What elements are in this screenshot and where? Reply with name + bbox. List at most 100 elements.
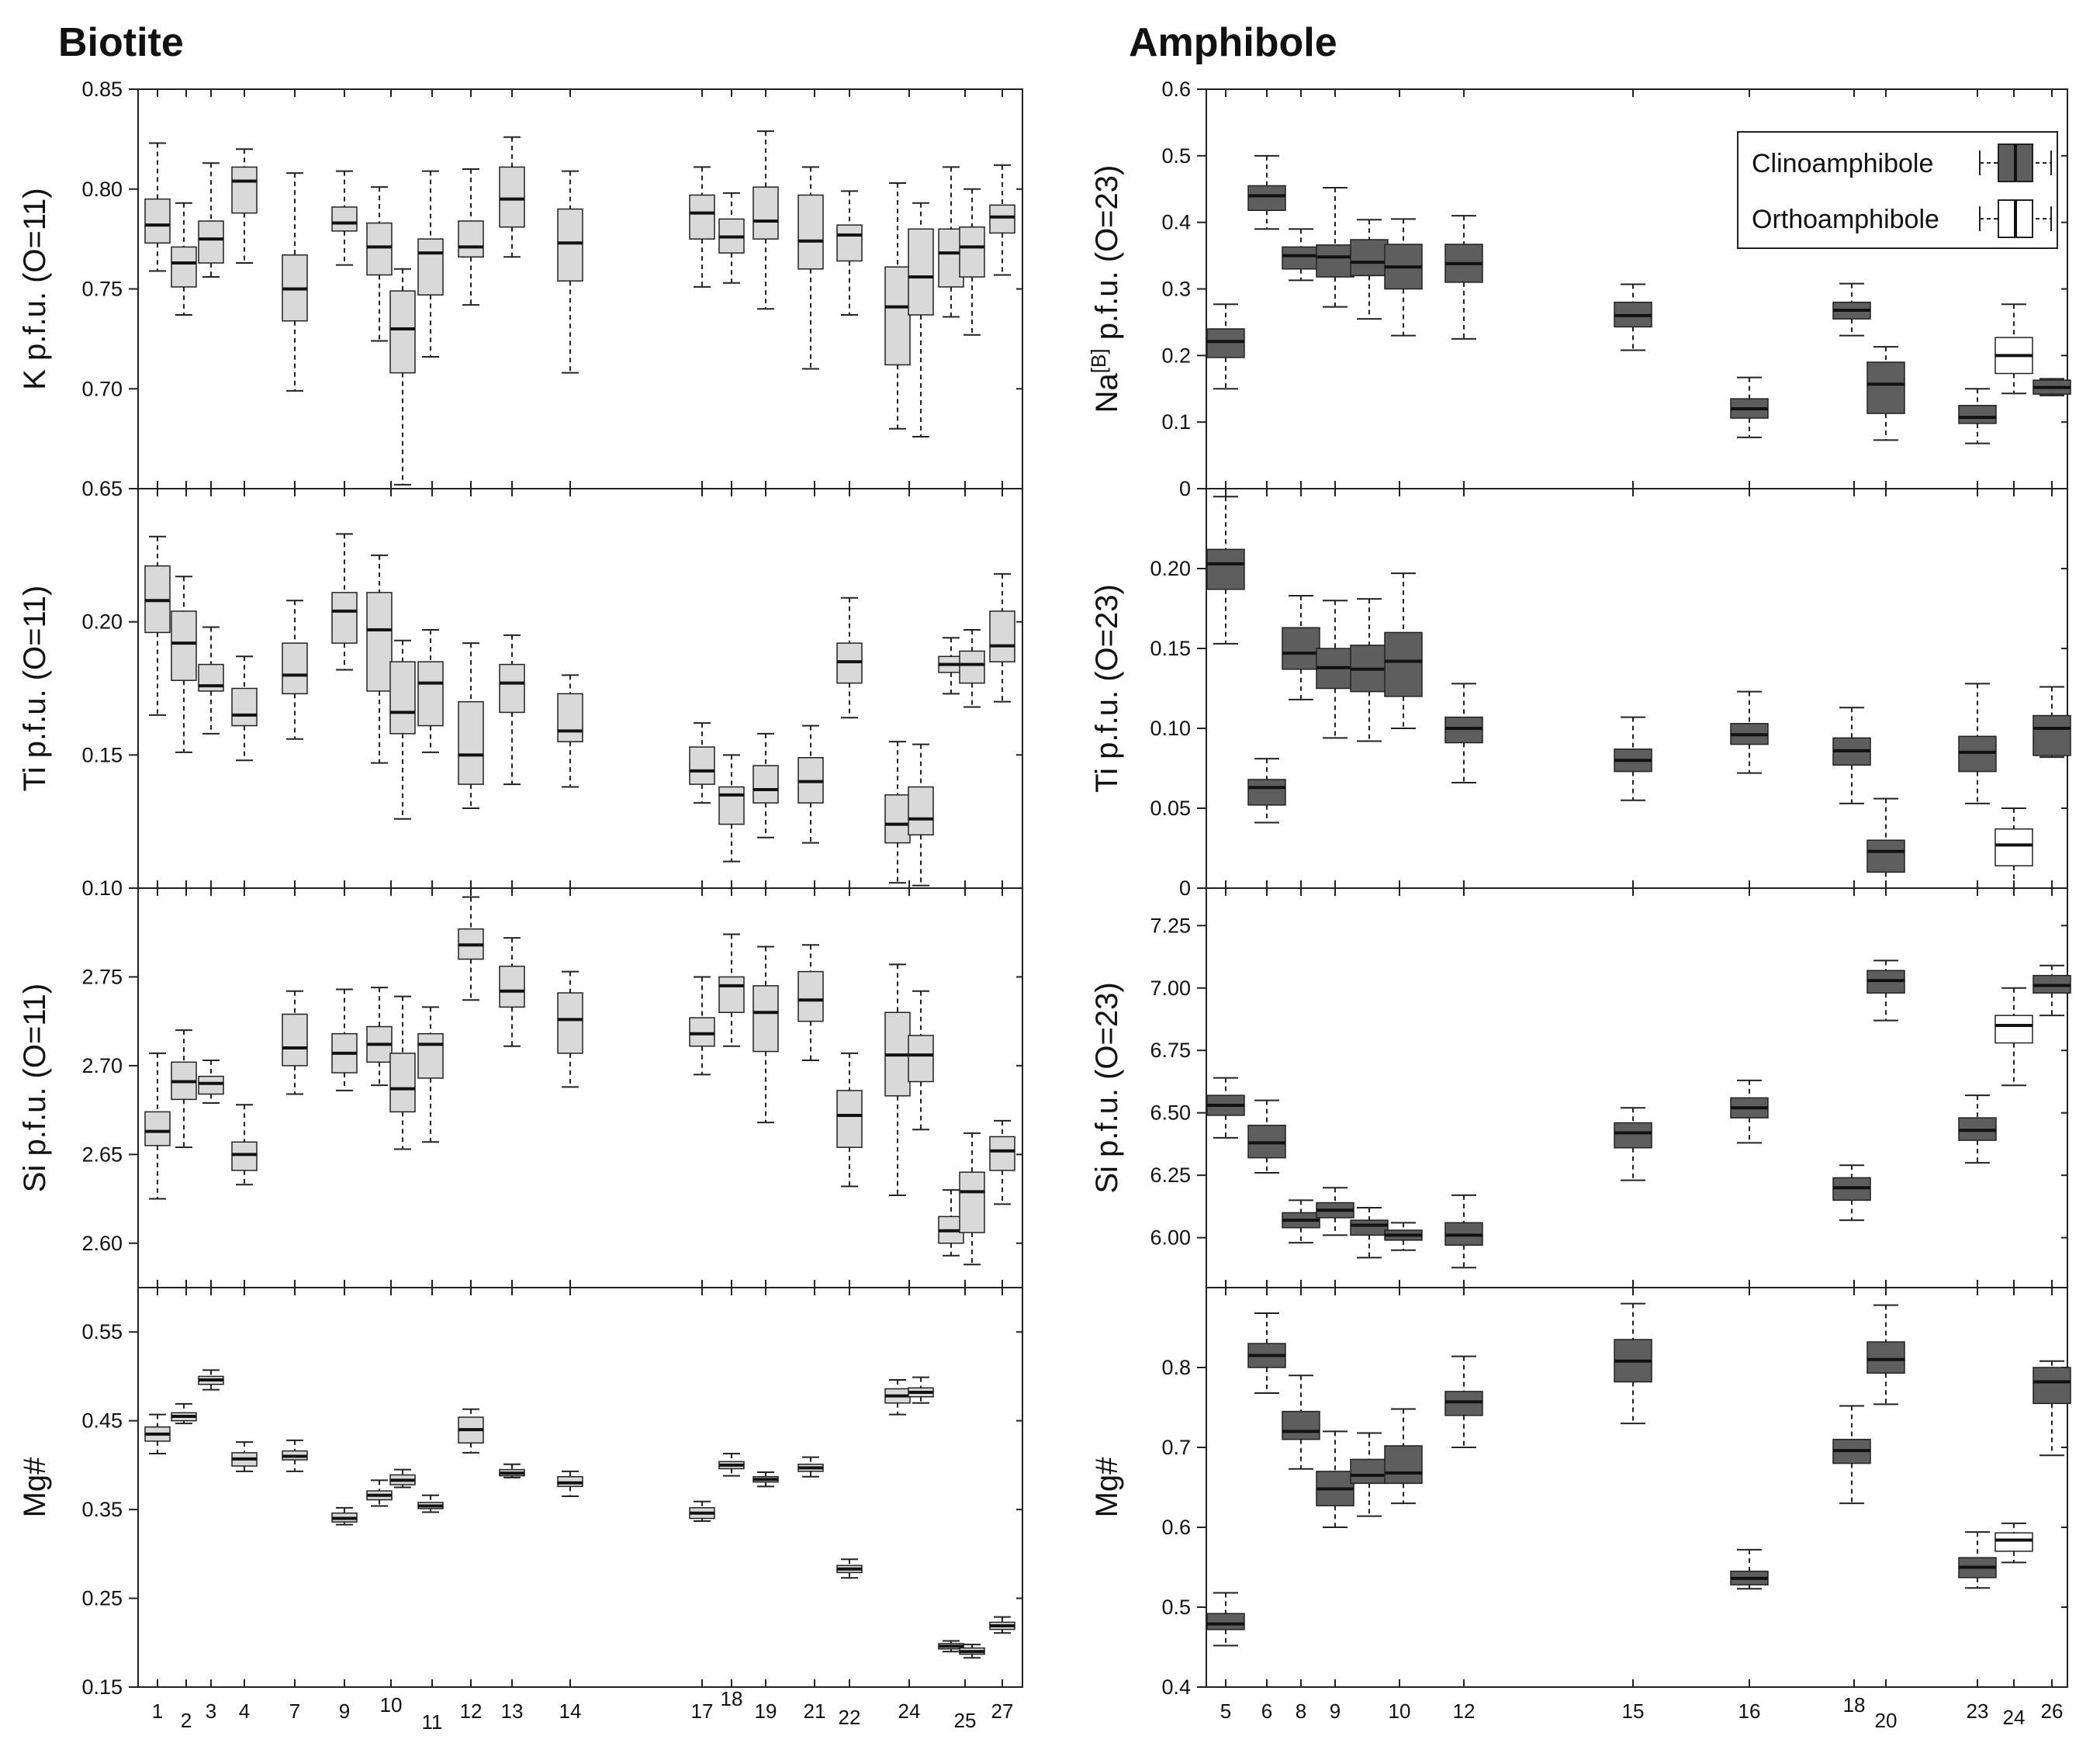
box-sample-12 [1444,683,1483,784]
box-sample-27 [989,1616,1015,1634]
biotite-panel-3: 2.60 2.65 2.70 2.75 Si p.f.u. (O=11) [18,887,1023,1288]
box-sample-20 [1866,1304,1905,1406]
box-sample-8 [1282,228,1320,282]
panel-frame [137,1287,1023,1688]
box-iqr [231,687,258,727]
box-iqr [908,1035,934,1083]
box-sample-9 [1316,1430,1354,1528]
box-iqr [198,220,224,264]
box-iqr [1994,1532,2033,1552]
box-iqr [1866,361,1905,414]
box-iqr [499,166,525,228]
box-sample-22 [836,1052,863,1188]
box-iqr [231,1141,258,1171]
box-sample-7 [282,1439,308,1472]
box-iqr [144,198,171,244]
box-sample-20 [1866,959,1905,1022]
amphibole-x-axis: 5 6 8 9 10 12 15 16 18 20 23 24 26 [1220,1693,2064,1732]
y-tick-label: 2.70 [81,1054,123,1077]
y-tick-label: 0.15 [1150,637,1191,660]
box-sample-20 [1866,346,1905,441]
box-sample-22 [836,1558,863,1579]
y-tick-label: 0.5 [1161,1596,1191,1619]
x-tick-label: 17 [691,1699,714,1723]
box-sample-24 [1994,303,2033,395]
y-axis-label: Si p.f.u. (O=23) [1090,982,1124,1193]
box-sample-26 [959,188,985,336]
x-tick-label: 26 [2041,1699,2064,1723]
box-iqr [836,1090,863,1148]
box-sample-15 [557,1470,583,1497]
biotite-panel-4: 0.15 0.25 0.35 0.45 0.55 Mg# [18,1287,1023,1699]
y-tick-label: 0.6 [1161,78,1191,101]
box-sample-23 [1958,388,1997,444]
x-tick-label: 9 [1330,1699,1341,1723]
box-sample-10 [1350,219,1389,320]
box-iqr [718,786,745,825]
y-tick-label: 0 [1179,477,1191,500]
y-tick-label: 2.75 [81,965,123,988]
y-tick-label: 6.75 [1150,1039,1191,1062]
y-tick-label: 2.65 [81,1143,123,1166]
box-sample-25 [938,637,964,695]
box-sample-12 [417,1006,444,1143]
y-tick-label: 0.7 [1161,1436,1191,1459]
box-iqr [366,592,393,692]
biotite-title: Biotite [58,20,184,65]
biotite-panel-1: 0.65 0.70 0.75 0.80 0.85 K p.f.u. (O=11) [18,78,1023,500]
box-sample-9 [331,170,358,266]
x-tick-label: 20 [1875,1709,1898,1732]
box-sample-24 [1994,807,2033,889]
y-tick-label: 0.55 [81,1320,123,1343]
box-sample-27 [989,1119,1015,1205]
box-sample-9 [331,1506,358,1526]
x-tick-label: 5 [1220,1699,1231,1723]
box-sample-7 [282,990,308,1095]
box-iqr [1206,328,1245,358]
box-sample-12 [1444,1355,1483,1448]
box-iqr [1350,239,1389,277]
box-sample-18 [718,1453,745,1477]
box-sample-13 [458,896,484,1001]
box-sample-17 [689,166,715,288]
box-iqr [1866,839,1905,873]
box-sample-1 [144,1413,171,1455]
box-iqr [458,700,484,785]
box-sample-18 [1832,1164,1871,1222]
box-sample-25 [938,1640,964,1653]
box-sample-6 [1247,1099,1286,1174]
y-tick-label: 0.80 [81,178,123,201]
x-tick-label: 27 [991,1699,1014,1723]
box-sample-26 [2033,378,2071,396]
box-sample-26 [2033,1360,2071,1457]
box-sample-6 [1247,1312,1286,1394]
box-iqr [1444,716,1483,744]
y-tick-label: 2.60 [81,1232,123,1255]
box-sample-11 [389,1468,416,1488]
box-sample-11 [1384,1408,1423,1505]
box-sample-9 [1316,600,1354,739]
panel-frame [1206,1287,2068,1688]
box-sample-12 [1444,1194,1483,1269]
box-sample-18 [718,933,745,1047]
box-sample-24 [884,182,911,430]
box-iqr [198,1075,224,1095]
y-axis-label: K p.f.u. (O=11) [18,188,52,390]
box-sample-16 [1730,376,1769,438]
box-iqr [557,693,583,742]
box-sample-15 [1614,1302,1652,1425]
box-sample-26 [959,1132,985,1266]
box-iqr [689,746,715,785]
box-sample-24-5 [908,743,934,887]
box-iqr [989,610,1015,662]
box-sample-9 [331,533,358,671]
box-sample-24-5 [908,1376,934,1404]
box-sample-19 [752,130,779,310]
box-iqr [752,186,779,240]
box-sample-10 [1350,1207,1389,1259]
box-sample-11 [1384,1222,1423,1251]
x-tick-label: 24 [898,1699,921,1723]
box-sample-4 [231,148,258,265]
box-iqr [752,985,779,1053]
box-iqr [231,166,258,214]
